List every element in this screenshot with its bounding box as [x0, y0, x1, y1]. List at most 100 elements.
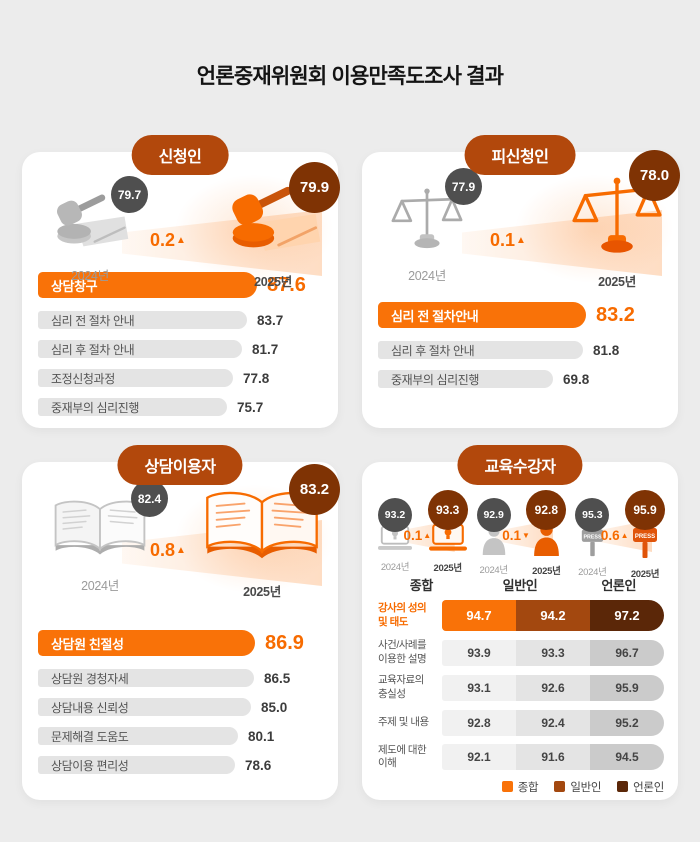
respondent-change: 0.1▲	[490, 230, 526, 251]
education-group-public: 92.9 2024년 0.1▼ 92.8	[471, 490, 570, 593]
page-title: 언론중재위원회 이용만족도조사 결과	[196, 65, 504, 88]
applicant-bar-chart: 상담창구 87.6 심리 전 절차 안내 83.7 심리 후 절차 안내 81.…	[38, 272, 324, 427]
panel-counseling-user: 상담이용자	[22, 445, 340, 800]
bar-row: 중재부의 심리진행 75.7	[38, 398, 324, 416]
press-text: PRESS	[635, 534, 655, 540]
open-book-icon	[54, 500, 146, 555]
panel-education: 교육수강자 93.2	[362, 445, 678, 800]
scales-icon	[572, 177, 662, 253]
respondent-2024: 77.9 2024년	[388, 168, 482, 284]
applicant-year-comparison: 79.7 2024년 0.2▲	[22, 162, 340, 294]
bar-value: 77.8	[243, 370, 270, 386]
cell-overall: 93.1	[442, 674, 516, 701]
bar-value: 75.7	[237, 399, 264, 415]
education-group-overall: 93.2 2024년 0.1▲ 93.3	[372, 490, 471, 593]
bar: 심리 후 절차 안내	[38, 340, 242, 358]
bar: 심리 전 절차 안내	[38, 311, 247, 329]
legend-item-public: 일반인	[554, 779, 601, 795]
bar-label: 상담원 경청자세	[51, 671, 129, 686]
cell-overall: 94.7	[442, 600, 516, 631]
bar: 중재부의 심리진행	[38, 398, 227, 416]
bar-row: 상담창구 87.6	[38, 272, 324, 298]
up-arrow-icon: ▲	[516, 235, 526, 246]
respondent-2025-score-badge: 78.0	[629, 150, 680, 201]
legend-label: 언론인	[633, 781, 664, 794]
press-change: 0.6▲	[601, 528, 629, 543]
bar-label: 중재부의 심리진행	[391, 372, 480, 387]
respondent-2025: 78.0 2025년	[568, 150, 680, 290]
cell-public: 94.2	[516, 600, 590, 631]
counseling-2024-label: 2024년	[81, 579, 119, 593]
bar-row: 상담원 경청자세 86.5	[38, 669, 324, 687]
counseling-2025-label: 2025년	[243, 585, 281, 599]
cell-press: 95.9	[590, 674, 664, 701]
bar: 중재부의 심리진행	[378, 370, 553, 388]
bar-row: 문제해결 도움도 80.1	[38, 727, 324, 745]
row-label: 사건/사례를 이용한 설명	[378, 639, 427, 665]
bar-label: 상담내용 신뢰성	[51, 700, 129, 715]
table-row: 강사의 성의 및 태도 94.7 94.2 97.2	[378, 600, 664, 631]
group-label-public: 일반인	[502, 578, 538, 593]
applicant-2024: 79.7 2024년	[48, 176, 148, 284]
bar-label: 상담원 친절성	[51, 636, 124, 652]
row-label: 주제 및 내용	[378, 715, 429, 728]
public-2025-label: 2025년	[532, 566, 561, 577]
row-label: 교육자료의 충실성	[378, 674, 424, 700]
bar-label: 조정신청과정	[51, 371, 115, 386]
gavel-icon	[57, 194, 129, 247]
respondent-2024-score-badge: 77.9	[445, 168, 482, 205]
legend-label: 종합	[517, 781, 539, 794]
bar-value: 69.8	[563, 371, 590, 387]
up-arrow-icon: ▲	[176, 235, 186, 246]
bar-label: 심리 전 절차 안내	[51, 313, 135, 328]
applicant-2025: 79.9 2025년	[220, 162, 340, 290]
overall-2025-label: 2025년	[433, 563, 462, 574]
cell-public: 93.3	[516, 639, 590, 666]
applicant-change-value: 0.2	[150, 230, 176, 250]
bar: 상담원 친절성	[38, 630, 255, 656]
gavel-icon	[232, 186, 321, 251]
public-2024-score-badge: 92.9	[476, 498, 511, 532]
bar: 심리 전 절차안내	[378, 302, 586, 328]
table-row: 제도에 대한 이해 92.1 91.6 94.5	[378, 744, 664, 771]
respondent-2024-label: 2024년	[408, 269, 446, 283]
cell-press: 97.2	[590, 600, 664, 631]
bar-value: 78.6	[245, 757, 272, 773]
press-2025-label: 2025년	[630, 569, 660, 580]
applicant-2024-score-badge: 79.7	[111, 176, 148, 213]
legend-swatch-icon	[554, 781, 566, 793]
counseling-bar-chart: 상담원 친절성 86.9 상담원 경청자세 86.5 상담내용 신뢰성 85.0…	[38, 630, 324, 785]
bar-label: 심리 후 절차 안내	[51, 342, 135, 357]
applicant-2025-score-badge: 79.9	[289, 162, 340, 213]
bar-value: 86.5	[264, 670, 291, 686]
public-change: 0.1▼	[502, 528, 530, 543]
bar: 문제해결 도움도	[38, 727, 238, 745]
cell-overall: 92.8	[442, 709, 516, 736]
counseling-2024: 82.4 2024년	[48, 480, 168, 594]
up-arrow-icon: ▲	[423, 531, 432, 540]
bar-label: 심리 후 절차 안내	[391, 343, 475, 358]
bar-label: 상담이용 편리성	[51, 758, 129, 773]
bar-value: 87.6	[267, 273, 306, 296]
counseling-2024-score-badge: 82.4	[131, 480, 168, 517]
press-text: PRESS	[583, 534, 602, 540]
counseling-change-value: 0.8	[150, 540, 176, 560]
legend-swatch-icon	[617, 781, 629, 793]
bar-value: 86.9	[265, 631, 304, 654]
scales-icon	[391, 188, 463, 249]
panel-education-title: 교육수강자	[457, 445, 583, 485]
applicant-2024-label: 2024년	[71, 269, 109, 283]
bar-value: 81.7	[252, 341, 279, 357]
bar-value: 80.1	[248, 728, 275, 744]
cell-press: 94.5	[590, 744, 664, 771]
respondent-2025-label: 2025년	[598, 275, 636, 289]
bar-value: 81.8	[593, 342, 620, 358]
cell-press: 96.7	[590, 639, 664, 666]
bar-row: 심리 후 절차 안내 81.8	[378, 341, 664, 359]
public-change-value: 0.1	[502, 528, 521, 543]
applicant-change: 0.2▲	[150, 230, 186, 251]
bar-value: 83.7	[257, 312, 284, 328]
bar-row: 심리 후 절차 안내 81.7	[38, 340, 324, 358]
overall-change-value: 0.1	[403, 528, 423, 543]
